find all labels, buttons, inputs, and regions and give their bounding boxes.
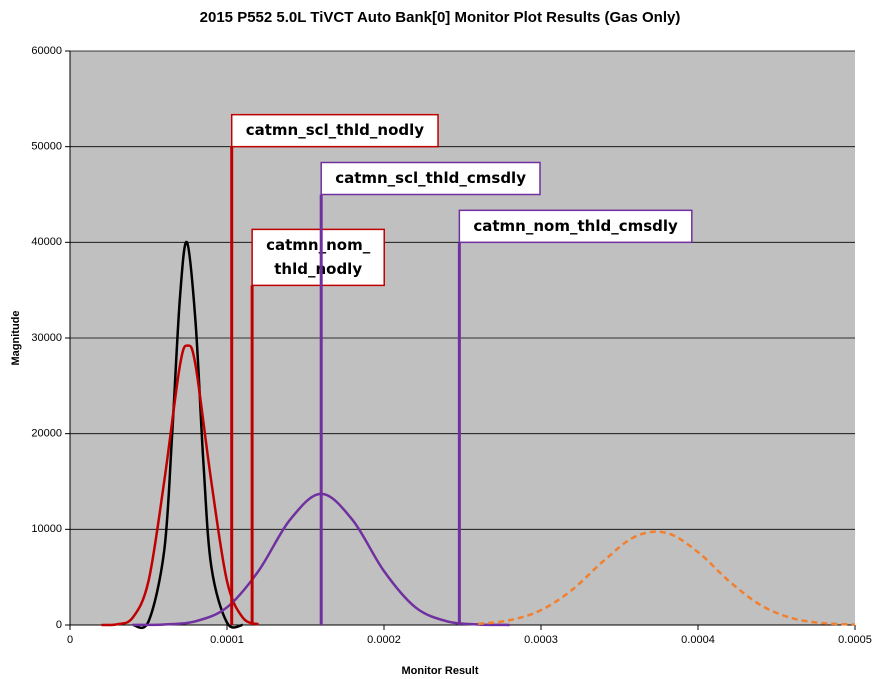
threshold-label-box [458,209,693,244]
threshold-label: thld_nodly [274,260,362,278]
threshold-label: catmn_nom_ [266,236,371,254]
threshold-label-box [320,161,541,196]
x-tick-label: 0.0001 [210,634,244,646]
x-tick-label: 0.0003 [524,634,558,646]
y-tick-label: 60000 [31,45,62,57]
series-line [478,530,856,626]
series-line [132,240,243,630]
threshold-label: catmn_nom_thld_cmsdly [473,217,678,235]
x-axis-title: Monitor Result [402,665,479,677]
threshold-label: catmn_scl_thld_cmsdly [335,169,526,187]
y-tick-label: 10000 [31,523,62,535]
series-line [101,344,259,627]
x-tick-label: 0 [67,634,73,646]
chart-title: 2015 P552 5.0L TiVCT Auto Bank[0] Monito… [200,9,681,26]
x-tick-label: 0.0002 [367,634,401,646]
y-axis-title: Magnitude [10,311,22,366]
x-tick-label: 0.0004 [681,634,715,646]
y-tick-label: 20000 [31,428,62,440]
y-tick-label: 40000 [31,236,62,248]
threshold-label: catmn_scl_thld_nodly [246,121,425,139]
threshold-label-box [230,113,439,148]
x-tick-label: 0.0005 [838,634,872,646]
y-tick-label: 30000 [31,332,62,344]
y-tick-label: 0 [56,619,62,631]
threshold-label-box [251,228,385,287]
y-tick-label: 50000 [31,141,62,153]
